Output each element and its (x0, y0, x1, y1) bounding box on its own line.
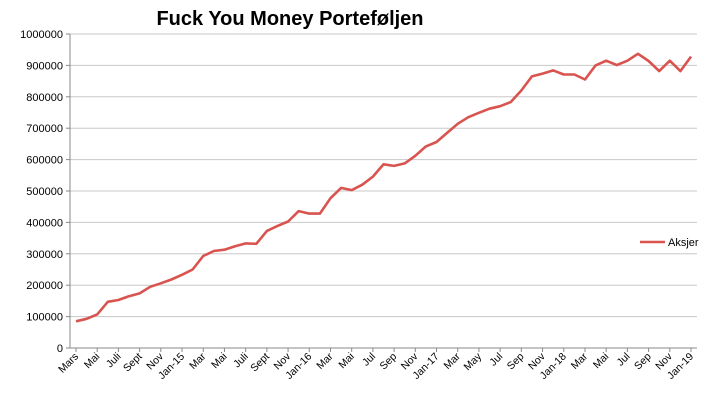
x-tick-label: Sept (121, 351, 145, 375)
x-tick-label: May (462, 350, 485, 373)
series-lines (75, 52, 693, 323)
x-tick-label: Sept (248, 351, 272, 375)
y-tick-label: 500000 (26, 186, 63, 198)
y-tick-label: 600000 (26, 155, 63, 167)
y-tick-label: 700000 (26, 123, 63, 135)
grid-lines (70, 33, 697, 349)
y-tick-label: 1000000 (20, 29, 63, 41)
y-tick-label: 400000 (26, 217, 63, 229)
x-tick-label: Jul (615, 351, 633, 369)
x-tick-label: Mar (569, 350, 591, 372)
x-tick-label: Sep (378, 351, 400, 373)
y-tick-label: 900000 (26, 60, 63, 72)
chart-title: Fuck You Money Porteføljen (156, 8, 424, 30)
x-tick-label: Sep (505, 351, 527, 373)
axes: 0 100000 200000 300000 400000 500000 600000 700… (20, 29, 697, 382)
y-tick-label: 800000 (26, 92, 63, 104)
x-tick-label: Juli (104, 351, 124, 371)
y-tick-label: 100000 (26, 312, 63, 324)
x-tick-label: Sep (632, 351, 654, 373)
x-tick-label: Mai (82, 351, 102, 371)
legend-label: Aksjer (668, 237, 699, 249)
y-tick-label: 0 (57, 343, 63, 355)
x-tick-label: Mar (442, 350, 464, 372)
legend: Aksjer (640, 237, 699, 249)
series-line-aksjer (75, 52, 693, 323)
x-tick-label: Mai (209, 351, 229, 371)
y-tick-label: 300000 (26, 249, 63, 261)
x-tick-label: Jul (487, 351, 505, 369)
x-tick-label: Jul (360, 351, 378, 369)
x-tick-label: Mai (336, 351, 356, 371)
x-tick-label: Mar (314, 350, 336, 372)
y-tick-label: 200000 (26, 280, 63, 292)
x-tick-label: Mai (591, 351, 611, 371)
x-tick-label: Juli (231, 351, 251, 371)
x-tick-label: Mar (187, 350, 209, 372)
